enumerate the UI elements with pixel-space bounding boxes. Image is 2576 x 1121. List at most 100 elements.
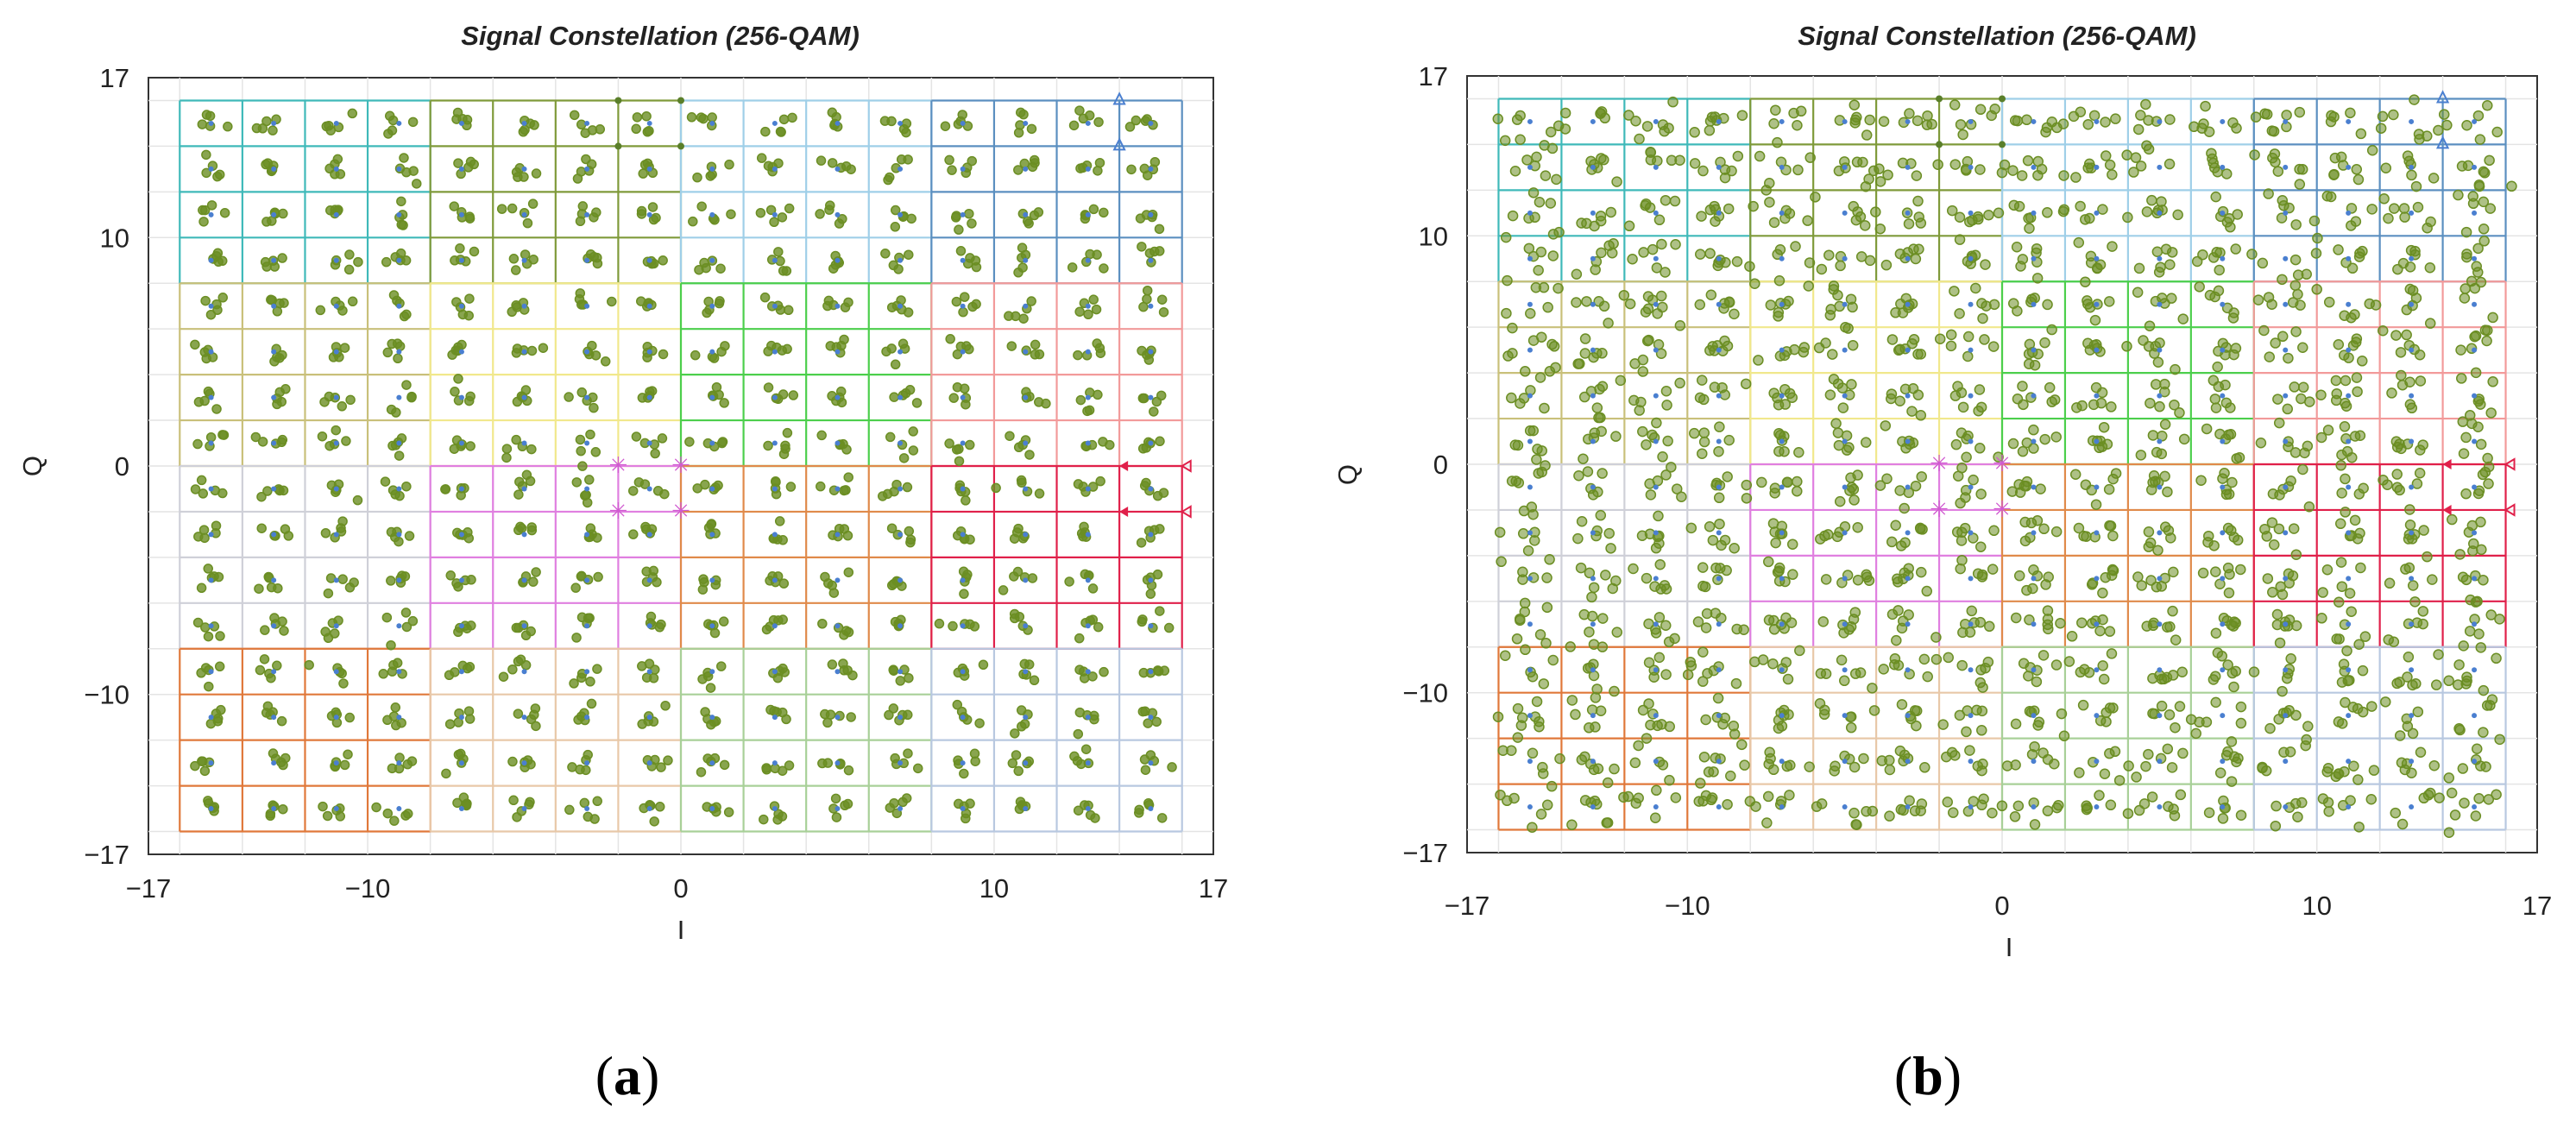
data-point [2135,161,2147,172]
data-point [269,613,280,623]
data-point [1584,627,1595,638]
data-point [2460,488,2472,500]
data-point [2023,212,2034,224]
data-point [1849,668,1861,679]
data-point [1756,476,1767,488]
data-point [1019,158,1030,169]
data-point [2063,656,2075,667]
data-point [2405,244,2417,256]
data-point [337,516,348,526]
data-point [1565,641,1576,652]
reference-point [2472,667,2478,673]
data-point [2475,438,2487,450]
data-point [1099,207,1109,218]
data-point [2227,312,2239,324]
data-point [1553,120,1565,132]
data-point [592,796,602,807]
data-point [950,212,961,223]
reference-point [2157,118,2163,124]
reference-point [646,440,652,446]
data-point [2167,605,2178,617]
y-tick-label: 10 [100,223,129,253]
data-point [1019,658,1030,670]
data-point [2390,330,2402,341]
data-point [1964,745,1975,756]
data-point [2038,523,2050,535]
data-point [1980,259,1991,270]
reference-point [2031,667,2037,673]
reference-point [772,715,778,721]
reference-point [2031,484,2037,490]
data-point [885,803,896,813]
data-point [2032,155,2044,167]
data-point [2098,673,2110,685]
data-point [2107,241,2118,252]
data-point [1904,795,1915,807]
data-point [1140,706,1150,716]
reference-point [1653,713,1659,719]
reference-point [646,623,652,629]
data-point [1019,719,1030,729]
data-point [1087,671,1098,682]
data-point [1520,644,1531,656]
data-point [528,254,539,265]
data-point [261,261,272,272]
data-point [1910,480,1922,492]
data-point [1581,296,1592,307]
data-point [1676,491,1687,502]
data-point [2404,520,2416,531]
data-point [684,437,695,447]
data-point [501,452,512,463]
reference-point [584,760,590,766]
reference-point [208,486,214,492]
reference-point [271,211,277,217]
data-point [2035,483,2046,494]
reference-point [2283,804,2289,810]
reference-point [1842,393,1848,399]
top-right-marker-triangle [1112,137,1126,151]
reference-point [1023,577,1029,583]
data-point [2032,720,2044,731]
data-point [2264,722,2276,734]
data-point [1857,156,1868,168]
data-point [469,159,479,170]
data-point [2170,634,2182,646]
reference-point [2472,804,2478,810]
data-point [197,119,208,129]
data-point [2277,589,2289,601]
data-point [1827,349,1838,360]
data-point [1915,349,1927,360]
reference-point [2283,393,2289,399]
data-point [1833,165,1845,177]
data-point [407,615,419,627]
data-point [2132,287,2144,298]
data-point [2459,797,2470,809]
reference-point [1716,484,1722,490]
data-point [198,525,210,535]
data-point [785,482,797,492]
data-point [1093,166,1103,176]
data-point [1010,728,1020,739]
data-point [1946,205,1958,217]
data-point [277,616,287,627]
reference-point [396,440,402,446]
data-point [1126,164,1137,175]
reference-point [2094,621,2100,627]
data-point [2427,574,2438,585]
data-point [2339,310,2350,321]
data-point [2396,379,2409,391]
reference-point [1148,760,1154,766]
data-point [889,392,899,402]
data-point [1669,195,1681,207]
data-point [998,585,1009,595]
data-point [510,265,521,275]
data-point [1829,765,1840,777]
reference-point [1023,211,1029,217]
data-point [2222,659,2233,671]
data-point [2152,356,2164,368]
data-point [1541,601,1553,614]
data-point [279,626,289,636]
reference-point [1779,759,1785,765]
reference-point [396,486,402,492]
data-point [449,201,460,211]
